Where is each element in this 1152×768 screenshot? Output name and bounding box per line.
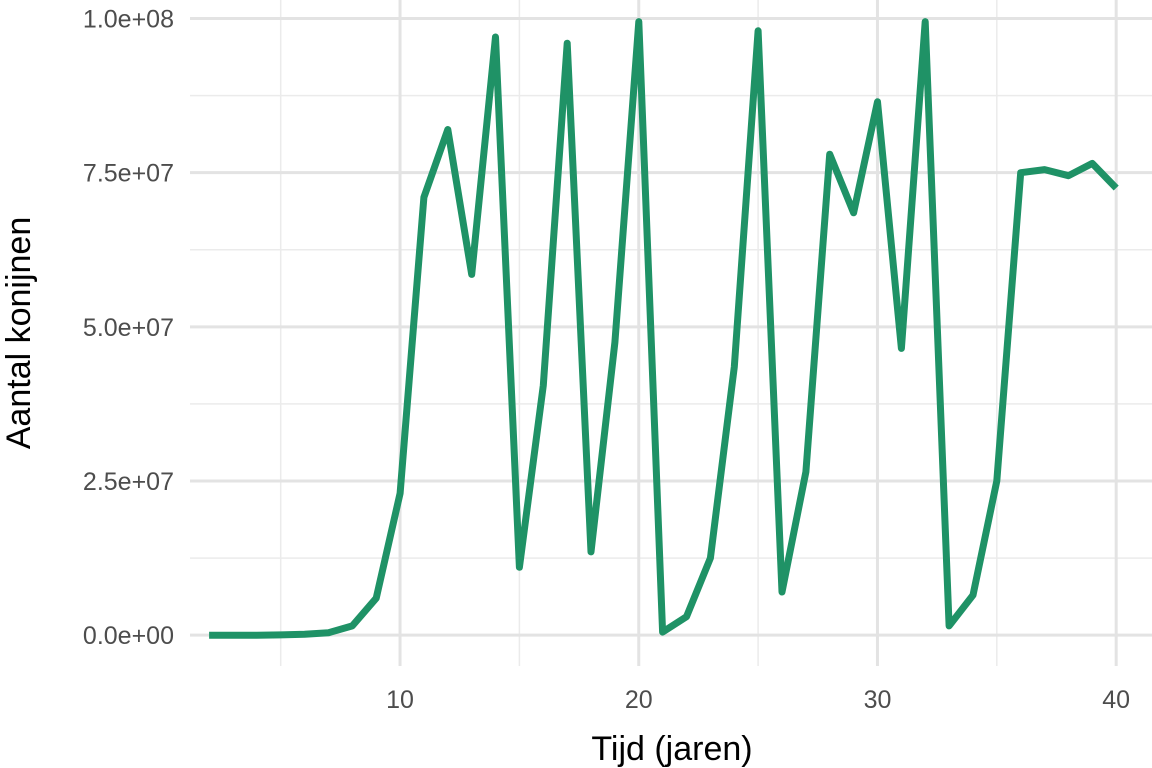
y-tick-label: 0.0e+00 [83,622,174,650]
y-tick-label: 7.5e+07 [83,160,174,188]
x-tick-label: 20 [625,686,653,714]
y-tick-label: 2.5e+07 [83,468,174,496]
series-layer [209,18,1119,639]
x-tick-label: 10 [386,686,414,714]
x-tick-label: 30 [864,686,892,714]
y-tick-label: 5.0e+07 [83,314,174,342]
x-axis-title: Tijd (jaren) [591,730,752,768]
x-tick-label: 40 [1102,686,1130,714]
y-axis-tick-labels: 0.0e+00 2.5e+07 5.0e+07 7.5e+07 1.0e+08 [83,6,174,651]
x-axis-tick-labels: 10 20 30 40 [386,686,1130,714]
series-line [209,18,1119,639]
y-axis-title: Aantal konijnen [0,217,38,450]
y-tick-label: 1.0e+08 [83,6,174,34]
